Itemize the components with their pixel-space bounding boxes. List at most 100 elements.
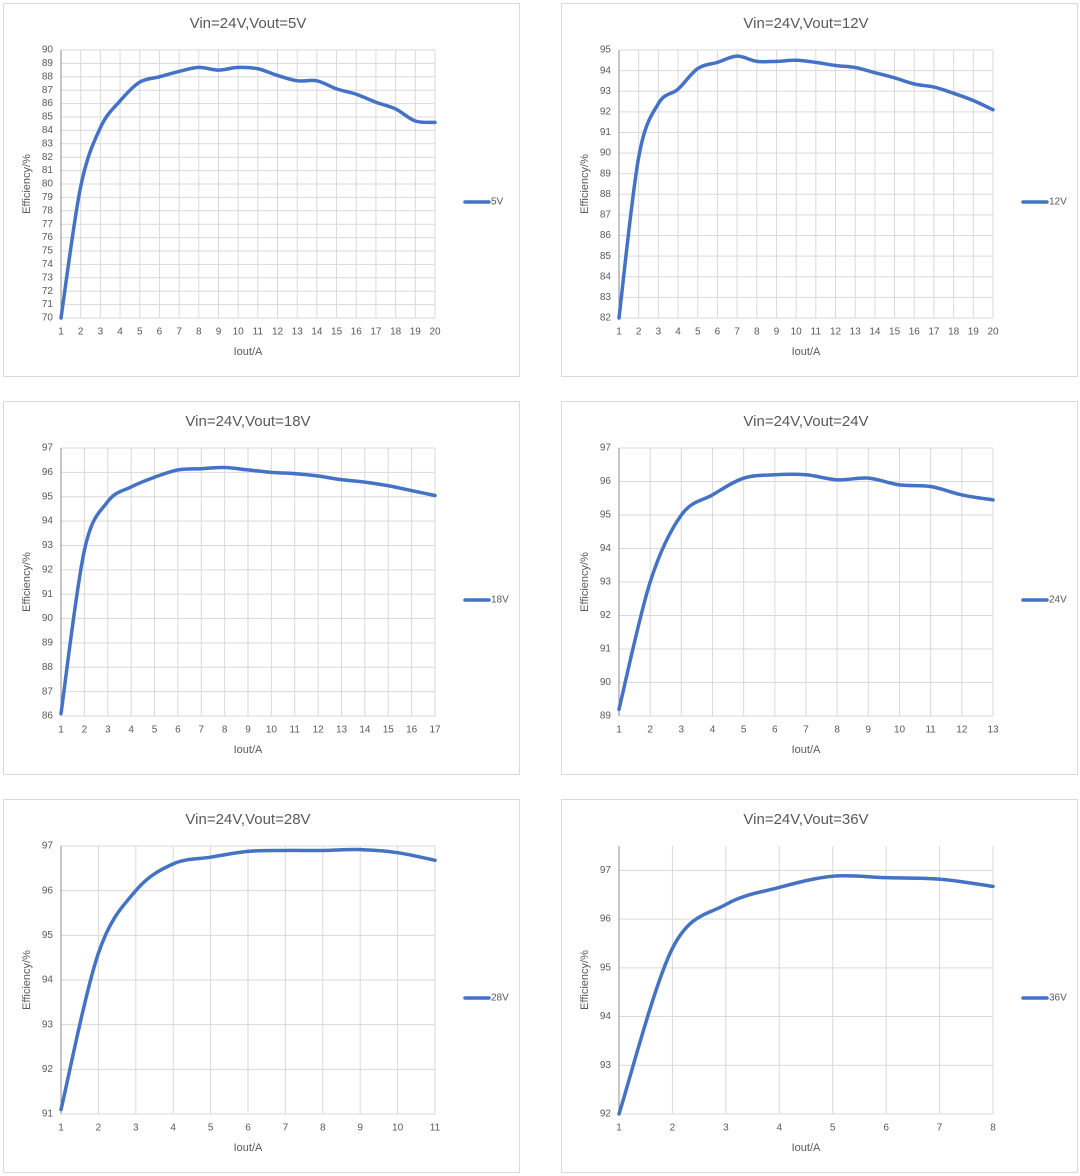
- data-line: [617, 54, 995, 320]
- y-tick-label: 96: [42, 467, 54, 478]
- x-tick-label: 13: [336, 725, 348, 736]
- y-tick-label: 91: [42, 1109, 54, 1120]
- y-tick-label: 85: [42, 112, 54, 123]
- y-tick-label: 93: [600, 577, 612, 588]
- x-tick-label: 10: [392, 1123, 404, 1134]
- y-tick-label: 97: [42, 841, 54, 852]
- chart-panel: Vin=24V,Vout=18V868788899091929394959697…: [3, 401, 520, 775]
- y-tick-label: 97: [42, 443, 54, 454]
- x-tick-label: 9: [245, 725, 251, 736]
- x-tick-label: 7: [283, 1123, 289, 1134]
- x-tick-label: 12: [272, 327, 284, 338]
- x-tick-label: 6: [883, 1123, 889, 1134]
- x-tick-label: 11: [925, 725, 936, 736]
- x-tick-label: 17: [429, 725, 441, 736]
- x-tick-label: 11: [253, 327, 264, 338]
- y-tick-label: 76: [42, 232, 54, 243]
- y-tick-label: 82: [42, 152, 54, 163]
- y-tick-label: 96: [600, 914, 612, 925]
- y-tick-label: 88: [600, 189, 612, 200]
- x-tick-label: 1: [58, 1123, 64, 1134]
- x-tick-label: 4: [170, 1123, 176, 1134]
- y-tick-label: 89: [600, 711, 612, 722]
- y-tick-label: 95: [42, 930, 54, 941]
- x-tick-label: 10: [233, 327, 245, 338]
- x-tick-label: 13: [850, 327, 862, 338]
- x-tick-label: 9: [866, 725, 872, 736]
- y-tick-label: 94: [600, 543, 612, 554]
- y-tick-label: 94: [42, 516, 54, 527]
- y-tick-label: 70: [42, 313, 54, 324]
- x-tick-label: 14: [359, 725, 371, 736]
- y-tick-label: 90: [600, 677, 612, 688]
- y-tick-label: 89: [42, 638, 54, 649]
- legend-label: 5V: [491, 197, 504, 208]
- y-tick-label: 86: [600, 230, 612, 241]
- x-tick-label: 3: [105, 725, 111, 736]
- x-tick-label: 15: [331, 327, 343, 338]
- x-tick-label: 11: [811, 327, 822, 338]
- y-tick-label: 96: [42, 885, 54, 896]
- panel-frame: [3, 799, 520, 1173]
- x-tick-label: 1: [58, 327, 64, 338]
- x-tick-label: 8: [754, 327, 760, 338]
- y-tick-label: 91: [600, 127, 612, 138]
- y-tick-label: 94: [600, 1011, 612, 1022]
- y-tick-label: 86: [42, 711, 54, 722]
- x-tick-label: 9: [216, 327, 222, 338]
- x-tick-label: 5: [830, 1123, 836, 1134]
- y-tick-label: 86: [42, 98, 54, 109]
- y-tick-label: 93: [42, 1019, 54, 1030]
- y-tick-label: 95: [600, 45, 612, 56]
- data-line: [617, 873, 995, 1116]
- data-line: [59, 465, 437, 716]
- x-tick-label: 2: [636, 327, 642, 338]
- x-tick-label: 19: [410, 327, 422, 338]
- y-tick-label: 88: [42, 662, 54, 673]
- y-tick-label: 74: [42, 259, 54, 270]
- data-line: [59, 65, 437, 320]
- x-tick-label: 5: [208, 1123, 214, 1134]
- x-tick-label: 8: [320, 1123, 326, 1134]
- x-tick-label: 9: [774, 327, 780, 338]
- x-tick-label: 10: [266, 725, 278, 736]
- y-tick-label: 73: [42, 272, 54, 283]
- y-tick-label: 91: [600, 644, 612, 655]
- y-tick-label: 95: [600, 510, 612, 521]
- y-tick-label: 72: [42, 286, 54, 297]
- x-tick-label: 15: [383, 725, 395, 736]
- x-tick-label: 20: [987, 327, 999, 338]
- y-tick-label: 93: [600, 1060, 612, 1071]
- x-tick-label: 8: [222, 725, 228, 736]
- y-tick-label: 90: [42, 613, 54, 624]
- chart-panel: Vin=24V,Vout=12V828384858687888990919293…: [561, 3, 1078, 377]
- y-tick-label: 75: [42, 246, 54, 257]
- data-line: [59, 847, 437, 1112]
- chart-title: Vin=24V,Vout=18V: [185, 413, 310, 430]
- panel-frame: [561, 799, 1078, 1173]
- x-tick-label: 12: [956, 725, 968, 736]
- y-axis-label: Efficiency/%: [579, 552, 591, 612]
- y-tick-label: 87: [42, 686, 54, 697]
- chart-title: Vin=24V,Vout=5V: [190, 15, 307, 32]
- x-tick-label: 18: [948, 327, 960, 338]
- x-tick-label: 7: [176, 327, 182, 338]
- chart-title: Vin=24V,Vout=12V: [743, 15, 868, 32]
- panel-frame: [3, 401, 520, 775]
- y-tick-label: 90: [600, 148, 612, 159]
- x-tick-label: 5: [137, 327, 143, 338]
- y-tick-label: 84: [600, 271, 612, 282]
- x-tick-label: 3: [133, 1123, 139, 1134]
- x-axis-label: Iout/A: [234, 744, 263, 756]
- y-tick-label: 80: [42, 179, 54, 190]
- x-tick-label: 8: [990, 1123, 996, 1134]
- x-axis-label: Iout/A: [234, 1142, 263, 1154]
- x-tick-label: 3: [679, 725, 685, 736]
- x-tick-label: 3: [723, 1123, 729, 1134]
- legend-label: 24V: [1049, 595, 1067, 606]
- x-tick-label: 11: [290, 725, 301, 736]
- x-tick-label: 19: [968, 327, 980, 338]
- x-tick-label: 10: [894, 725, 906, 736]
- chart-panel: Vin=24V,Vout=36V 92 93 94 95 96 97 1 2 3 4 5 6 7 8 Iout…: [561, 799, 1078, 1173]
- x-tick-label: 9: [357, 1123, 363, 1134]
